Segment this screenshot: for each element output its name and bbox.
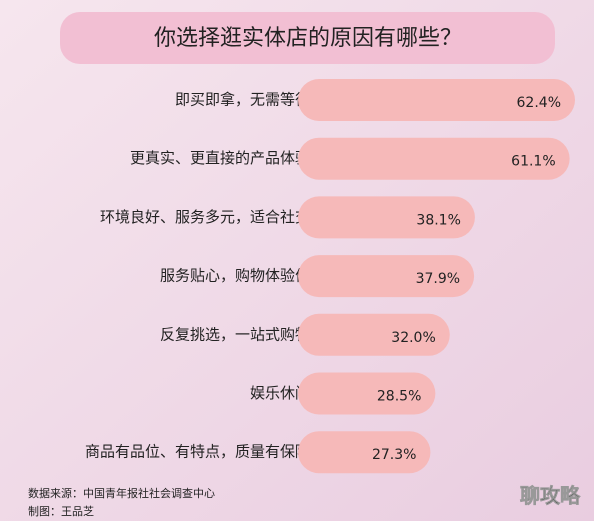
bar [298, 196, 475, 239]
value-label: 27.3% [372, 447, 416, 463]
category-label: 环境良好、服务多元，适合社交 [100, 208, 310, 226]
value-label: 28.5% [377, 389, 421, 405]
value-label: 61.1% [511, 154, 555, 170]
value-label: 32.0% [391, 330, 435, 346]
value-label: 62.4% [517, 95, 561, 111]
category-label: 更真实、更直接的产品体验 [130, 149, 310, 167]
watermark: 聊攻略 [520, 484, 581, 508]
bar [298, 431, 431, 474]
category-label: 即买即拿，无需等待 [175, 91, 310, 109]
category-label: 反复挑选，一站式购物 [160, 325, 310, 343]
bar [298, 313, 450, 356]
value-label: 37.9% [416, 271, 460, 287]
category-label: 娱乐休闲 [250, 384, 310, 402]
bar [298, 255, 475, 298]
value-label: 38.1% [416, 212, 460, 228]
chart-title: 你选择逛实体店的原因有哪些？ [154, 26, 462, 51]
category-label: 商品有品位、有特点，质量有保障 [85, 443, 310, 461]
credit-note: 制图：王品芝 [28, 505, 94, 518]
bar [298, 79, 575, 121]
bar [298, 372, 436, 415]
source-note: 数据来源：中国青年报社社会调查中心 [28, 486, 215, 500]
title-box [60, 12, 555, 64]
category-label: 服务贴心，购物体验佳 [160, 267, 310, 285]
bar [298, 137, 570, 180]
